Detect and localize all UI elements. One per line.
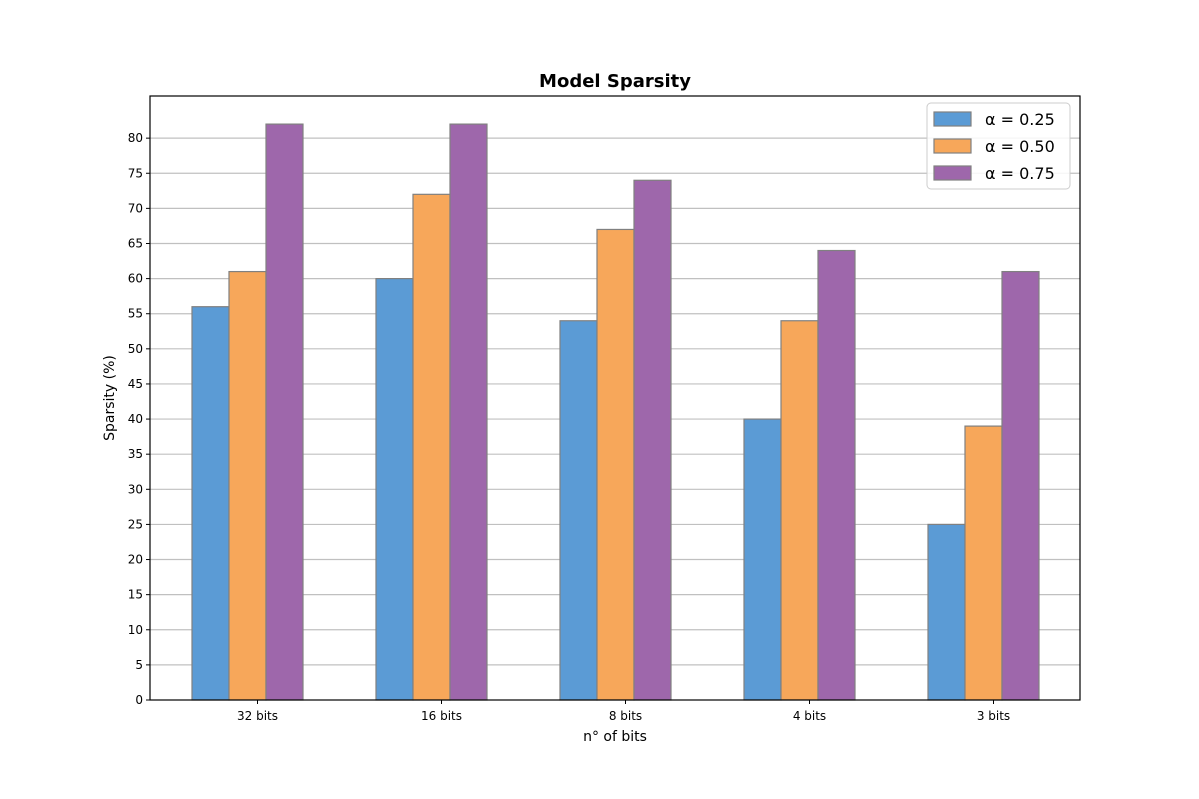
bar [633,179,672,701]
bar [743,418,782,701]
chart-title: Model Sparsity [539,71,691,92]
y-axis-label: Sparsity (%) [102,355,118,441]
bar [449,123,488,701]
y-tick-label: 25 [128,517,143,531]
legend-swatch [933,138,972,154]
legend-swatch [933,111,972,127]
y-tick-label: 70 [128,201,143,215]
legend-label: α = 0.50 [985,137,1055,156]
legend: α = 0.25 α = 0.50 α = 0.75 [926,102,1071,190]
y-tick-label: 5 [135,658,143,672]
bar [596,228,635,701]
y-ticks: 0 5 10 15 20 25 30 35 40 45 50 55 60 65 70 75 80 [128,131,150,707]
bar [964,425,1003,701]
bar [817,249,856,701]
bar [375,278,414,701]
bar [780,320,819,701]
y-tick-label: 45 [128,377,143,391]
bar [228,270,267,701]
bar [559,320,598,701]
x-axis-label: n° of bits [583,729,647,745]
y-tick-label: 60 [128,272,143,286]
y-tick-label: 50 [128,342,143,356]
bar [927,523,966,701]
y-tick-label: 20 [128,553,143,567]
legend-swatch [933,165,972,181]
bar [1001,270,1040,701]
y-tick-label: 65 [128,236,143,250]
bar [412,193,451,701]
x-tick-label: 4 bits [793,709,826,723]
y-tick-label: 30 [128,482,143,496]
bars [191,123,1040,701]
y-tick-label: 80 [128,131,143,145]
x-tick-label: 32 bits [237,709,278,723]
y-tick-label: 0 [135,693,143,707]
x-ticks: 32 bits 16 bits 8 bits 4 bits 3 bits [237,700,1010,723]
y-tick-label: 15 [128,588,143,602]
y-tick-label: 40 [128,412,143,426]
bar [265,123,304,701]
y-tick-label: 35 [128,447,143,461]
x-tick-label: 16 bits [421,709,462,723]
x-tick-label: 3 bits [977,709,1010,723]
legend-label: α = 0.25 [985,110,1055,129]
bar [191,306,230,701]
y-tick-label: 10 [128,623,143,637]
x-tick-label: 8 bits [609,709,642,723]
y-tick-label: 55 [128,307,143,321]
plot-frame [149,95,1081,701]
y-tick-label: 75 [128,166,143,180]
legend-label: α = 0.75 [985,164,1055,183]
